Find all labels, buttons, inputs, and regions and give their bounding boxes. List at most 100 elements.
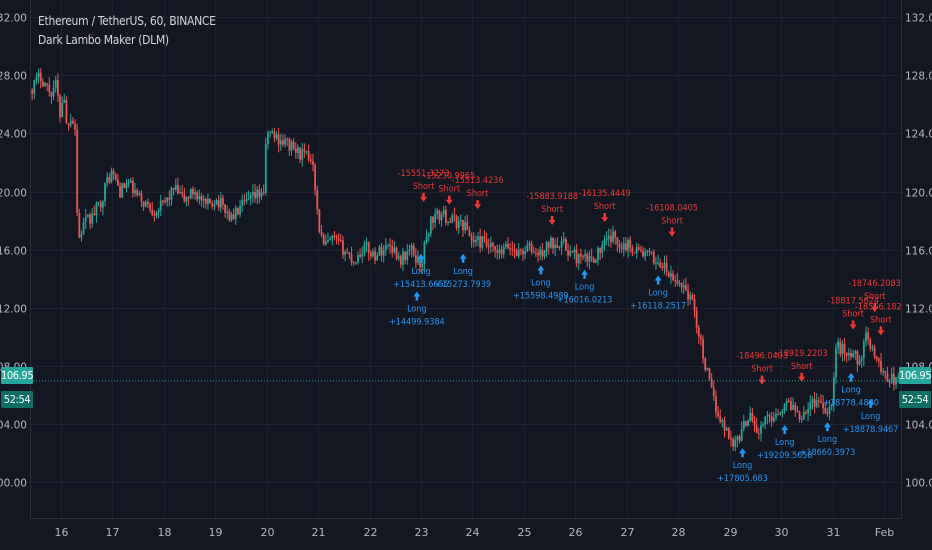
candle-body bbox=[365, 242, 368, 245]
candle-body bbox=[517, 249, 520, 257]
candle-body bbox=[678, 282, 681, 284]
signal-label: Short bbox=[413, 182, 435, 192]
candle-body bbox=[327, 240, 329, 242]
candle-body bbox=[594, 260, 597, 263]
candle-body bbox=[39, 72, 42, 82]
candle-body bbox=[865, 332, 867, 342]
candle-body bbox=[826, 412, 829, 414]
candle-body bbox=[597, 248, 599, 261]
candle-body bbox=[116, 179, 119, 186]
candle-body bbox=[200, 196, 203, 201]
candle-body bbox=[166, 197, 169, 202]
signal-label: Short bbox=[842, 310, 864, 320]
short-signal: Short -18746.2083 bbox=[849, 279, 901, 313]
candle-body bbox=[777, 414, 780, 416]
short-signal: Short -15883.9188 bbox=[526, 192, 578, 226]
candle-body bbox=[74, 123, 76, 130]
candle-body bbox=[502, 246, 505, 255]
time-axis-panel[interactable] bbox=[0, 518, 932, 550]
candle-body bbox=[421, 263, 424, 268]
indicator-title[interactable]: Dark Lambo Maker (DLM) bbox=[38, 33, 169, 47]
candle-body bbox=[301, 149, 304, 160]
candle-body bbox=[339, 240, 342, 242]
candle-body bbox=[534, 252, 537, 254]
candle-body bbox=[230, 214, 233, 221]
candle-body bbox=[607, 235, 610, 239]
x-tick-label: 17 bbox=[106, 526, 120, 539]
candle-body bbox=[691, 295, 694, 299]
candle-body bbox=[672, 273, 674, 281]
candle-body bbox=[155, 212, 158, 216]
candle-body bbox=[644, 252, 647, 257]
candle-body bbox=[605, 238, 608, 241]
candle-body bbox=[438, 210, 441, 221]
symbol-title[interactable]: Ethereum / TetherUS, 60, BINANCE bbox=[38, 14, 216, 28]
candle-body bbox=[217, 200, 220, 208]
candle-body bbox=[297, 147, 299, 153]
candle-body bbox=[179, 192, 181, 194]
candle-body bbox=[331, 235, 334, 239]
candle-body bbox=[680, 282, 683, 288]
candle-body bbox=[530, 243, 533, 253]
candle-body bbox=[723, 420, 726, 431]
candle-body bbox=[37, 72, 40, 77]
candle-body bbox=[436, 210, 439, 214]
short-arrow-icon bbox=[548, 216, 556, 226]
candle-body bbox=[134, 190, 136, 194]
candle-body bbox=[618, 244, 621, 248]
candle-body bbox=[794, 404, 797, 412]
candle-body bbox=[194, 192, 196, 195]
candle-body bbox=[642, 250, 644, 257]
candle-body bbox=[882, 371, 885, 373]
signal-label: Long bbox=[648, 289, 668, 299]
candle-body bbox=[228, 211, 231, 221]
candle-body bbox=[850, 353, 852, 357]
candle-body bbox=[817, 400, 820, 402]
candle-body bbox=[753, 420, 756, 426]
candle-body bbox=[603, 240, 606, 245]
long-signal: Long +16118.2517 bbox=[630, 275, 686, 312]
signal-label: Long bbox=[733, 461, 753, 471]
candle-body bbox=[616, 237, 619, 245]
candle-body bbox=[689, 295, 692, 300]
signal-label: Short bbox=[870, 315, 892, 325]
candle-body bbox=[513, 249, 516, 251]
candle-body bbox=[121, 183, 124, 198]
candle-body bbox=[279, 140, 282, 145]
candle-body bbox=[685, 285, 687, 290]
candle-body bbox=[577, 253, 580, 264]
candle-body bbox=[101, 201, 104, 208]
candle-body bbox=[286, 138, 289, 140]
candle-body bbox=[629, 239, 632, 248]
y-tick-label-left: 116.00 bbox=[0, 246, 27, 258]
long-signal: Long +16016.0213 bbox=[557, 269, 612, 306]
candle-body bbox=[33, 80, 36, 94]
candle-body bbox=[875, 356, 878, 359]
long-signal: Long +17805.683 bbox=[717, 448, 768, 484]
candle-body bbox=[211, 203, 214, 206]
candle-body bbox=[239, 206, 241, 215]
candle-body bbox=[357, 254, 359, 263]
short-arrow-icon bbox=[849, 320, 857, 330]
left-price-scale[interactable]: 100.00104.00108.00112.00116.00120.00124.… bbox=[0, 13, 27, 490]
long-arrow-icon bbox=[537, 265, 545, 275]
candle-body bbox=[271, 131, 274, 133]
candle-body bbox=[432, 216, 434, 223]
grid-lines bbox=[30, 0, 902, 518]
signal-label: Short bbox=[438, 185, 460, 195]
candle-body bbox=[732, 439, 734, 447]
candle-body bbox=[237, 207, 239, 215]
long-signal: Long +18778.4880 bbox=[823, 372, 879, 409]
candle-body bbox=[50, 92, 53, 97]
candle-body bbox=[54, 80, 57, 89]
candle-body bbox=[202, 198, 205, 201]
candle-body bbox=[44, 83, 46, 87]
last-price-badge-left: 106.95 bbox=[1, 367, 34, 384]
candle-body bbox=[884, 371, 887, 374]
short-arrow-icon bbox=[420, 192, 428, 202]
candle-body bbox=[260, 192, 263, 197]
candle-body bbox=[832, 377, 835, 406]
candle-body bbox=[740, 429, 743, 441]
countdown-badge-right: 52:54 bbox=[899, 391, 931, 408]
